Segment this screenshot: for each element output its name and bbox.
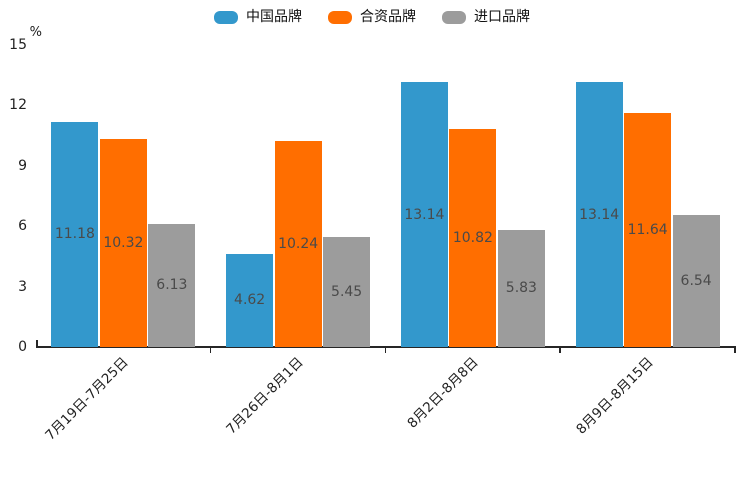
y-tick-label-0: 0 (18, 339, 27, 355)
y-tick-label-9: 9 (18, 157, 27, 174)
bar-合资品牌-7月19日-7月25日: 10.32 (99, 139, 147, 347)
legend-label: 中国品牌 (246, 9, 302, 25)
x-axis-tick (734, 348, 736, 353)
bar-中国品牌-7月19日-7月25日: 11.18 (51, 121, 99, 347)
x-axis-tick (384, 348, 386, 353)
x-axis-line (36, 346, 736, 348)
bar-合资品牌-7月26日-8月1日: 10.24 (274, 140, 322, 347)
bar-中国品牌-7月26日-8月1日: 4.62 (226, 253, 274, 347)
legend: 中国品牌 合资品牌 进口品牌 (0, 6, 744, 28)
x-axis-tick (559, 348, 561, 353)
bar-中国品牌-8月9日-8月15日: 13.14 (575, 82, 623, 347)
legend-label: 合资品牌 (360, 9, 416, 25)
bar-进口品牌-7月26日-8月1日: 5.45 (323, 237, 371, 347)
bar-value-label: 4.62 (234, 292, 266, 309)
legend-swatch-joint-venture-brand (328, 10, 352, 24)
bar-value-label: 10.24 (278, 235, 319, 252)
bar-value-label: 11.18 (54, 226, 95, 243)
y-tick-label-12: 12 (9, 97, 27, 114)
bar-value-label: 13.14 (404, 206, 445, 223)
x-axis-tick (209, 348, 212, 353)
x-category-label: 8月2日-8月8日 (404, 354, 482, 432)
bar-value-label: 10.32 (103, 235, 144, 252)
legend-swatch-china-brand (214, 10, 238, 24)
x-category-label: 7月26日-8月1日 (223, 354, 307, 438)
x-category-label: 7月19日-7月25日 (42, 354, 132, 444)
bar-value-label: 11.64 (627, 221, 668, 238)
legend-item-import-brand[interactable]: 进口品牌 (442, 10, 530, 24)
legend-item-joint-venture-brand[interactable]: 合资品牌 (328, 10, 416, 24)
bar-value-label: 5.45 (331, 284, 363, 301)
y-tick-label-3: 3 (18, 278, 27, 295)
y-tick-label-6: 6 (18, 218, 27, 235)
x-axis-left-stub (36, 340, 38, 346)
bar-进口品牌-8月2日-8月8日: 5.83 (497, 229, 545, 347)
y-tick-label-15: 15 (9, 37, 27, 53)
legend-swatch-import-brand (442, 10, 466, 24)
bar-进口品牌-8月9日-8月15日: 6.54 (672, 215, 720, 347)
bar-value-label: 5.83 (505, 280, 537, 297)
bar-value-label: 6.13 (156, 277, 188, 294)
legend-item-china-brand[interactable]: 中国品牌 (214, 10, 302, 24)
x-category-label: 8月9日-8月15日 (572, 354, 657, 438)
bar-value-label: 10.82 (452, 230, 493, 247)
bar-value-label: 13.14 (579, 206, 620, 223)
bar-value-label: 6.54 (680, 273, 712, 290)
bar-合资品牌-8月2日-8月8日: 10.82 (449, 129, 497, 347)
bar-中国品牌-8月2日-8月8日: 13.14 (400, 82, 448, 347)
y-axis-unit-label: % (29, 25, 42, 40)
bar-合资品牌-8月9日-8月15日: 11.64 (624, 112, 672, 347)
bar-进口品牌-7月19日-7月25日: 6.13 (148, 223, 196, 347)
legend-label: 进口品牌 (474, 9, 530, 25)
